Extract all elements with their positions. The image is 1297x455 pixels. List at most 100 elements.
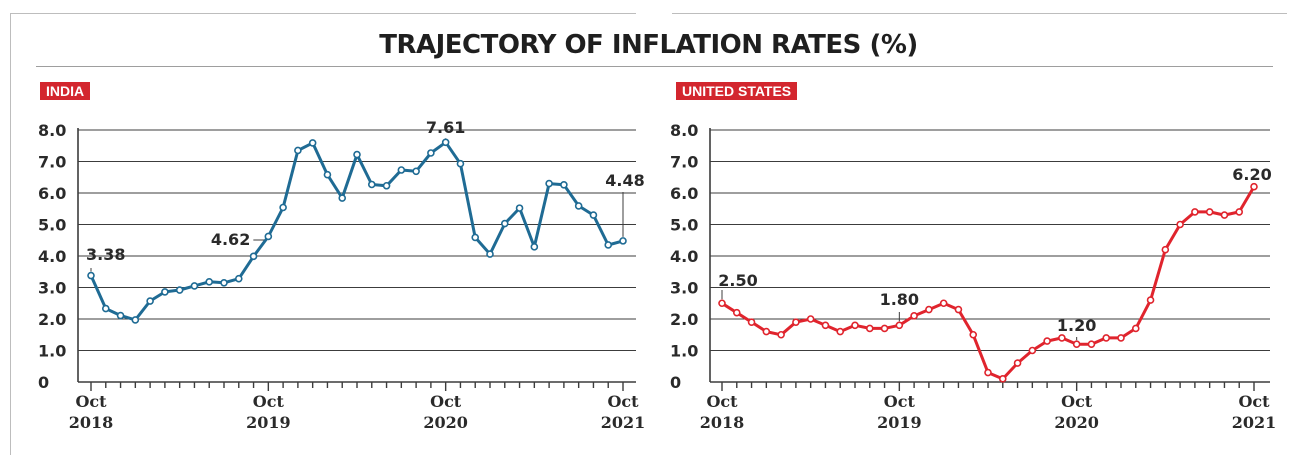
us-data-point xyxy=(762,327,771,336)
india-data-point xyxy=(427,149,435,157)
india-data-point xyxy=(545,179,553,188)
us-data-point xyxy=(777,330,785,339)
us-y-tick-label: 3.0 xyxy=(670,279,698,298)
india-data-point xyxy=(500,219,509,228)
frame-left-border xyxy=(10,13,11,455)
us-data-point xyxy=(1131,324,1140,333)
us-data-point xyxy=(1250,182,1258,191)
us-x-tick-year: 2019 xyxy=(877,413,922,432)
india-data-point xyxy=(530,243,539,251)
us-data-point xyxy=(954,305,963,314)
india-data-point xyxy=(205,278,214,286)
us-data-point xyxy=(1043,337,1051,345)
india-data-point xyxy=(338,194,347,202)
india-data-point xyxy=(412,167,420,176)
us-data-point xyxy=(865,324,874,333)
us-data-point xyxy=(821,321,830,330)
india-data-point xyxy=(382,181,391,190)
us-x-tick-month: Oct xyxy=(706,392,738,411)
india-y-tick-label: 7.0 xyxy=(38,153,66,172)
india-y-tick-label: 0 xyxy=(38,373,49,392)
india-x-tick-month: Oct xyxy=(430,392,462,411)
india-data-point xyxy=(604,241,613,249)
us-annotation-label: 6.20 xyxy=(1232,165,1271,184)
us-panel-label: UNITED STATES xyxy=(676,82,798,100)
india-data-point xyxy=(515,204,524,212)
india-annotation-label: 4.48 xyxy=(605,171,644,190)
india-data-point xyxy=(249,252,258,261)
us-data-point xyxy=(984,368,992,377)
india-data-point xyxy=(397,166,406,174)
us-annotation-label: 1.80 xyxy=(880,290,919,309)
us-x-tick-year: 2021 xyxy=(1232,413,1277,432)
us-data-point xyxy=(925,305,933,314)
india-data-point xyxy=(161,288,169,296)
india-data-point xyxy=(589,211,598,219)
us-data-point xyxy=(1058,334,1066,342)
india-annotation-label: 4.62 xyxy=(211,230,250,249)
us-data-point xyxy=(1013,359,1022,367)
us-data-point xyxy=(1087,340,1096,349)
india-y-tick-label: 2.0 xyxy=(38,310,66,329)
us-data-point xyxy=(1161,245,1170,254)
india-data-point xyxy=(264,232,273,241)
india-data-point xyxy=(234,274,243,283)
us-data-point xyxy=(1205,208,1214,216)
india-data-point xyxy=(441,138,450,147)
us-data-point xyxy=(1028,346,1037,355)
india-x-tick-month: Oct xyxy=(607,392,639,411)
india-data-point xyxy=(146,297,154,305)
us-y-tick-label: 4.0 xyxy=(670,247,698,266)
us-y-tick-label: 7.0 xyxy=(670,153,698,172)
india-data-point xyxy=(131,316,140,324)
us-data-point xyxy=(732,308,741,317)
us-data-point xyxy=(747,318,756,326)
us-data-point xyxy=(851,321,859,330)
us-annotation-label: 2.50 xyxy=(718,271,757,290)
india-data-point xyxy=(456,159,465,168)
india-y-tick-label: 8.0 xyxy=(38,121,66,140)
india-x-tick-month: Oct xyxy=(253,392,285,411)
us-data-point xyxy=(910,312,918,320)
india-y-tick-label: 3.0 xyxy=(38,279,66,298)
us-data-point xyxy=(1146,296,1155,304)
india-data-point xyxy=(367,180,376,189)
india-data-point xyxy=(101,304,110,313)
india-data-point xyxy=(87,271,95,280)
india-data-point xyxy=(353,150,361,159)
india-data-point xyxy=(574,202,583,210)
india-data-point xyxy=(116,311,125,320)
india-x-tick-year: 2019 xyxy=(246,413,291,432)
india-x-tick-year: 2020 xyxy=(423,413,468,432)
india-panel-label: INDIA xyxy=(40,82,91,100)
us-y-tick-label: 6.0 xyxy=(670,184,698,203)
india-x-tick-year: 2018 xyxy=(69,413,114,432)
us-data-point xyxy=(998,375,1007,383)
us-y-tick-label: 8.0 xyxy=(670,121,698,140)
us-data-point xyxy=(939,299,948,308)
us-x-tick-month: Oct xyxy=(884,392,916,411)
us-y-tick-label: 5.0 xyxy=(670,216,698,235)
us-data-point xyxy=(1176,220,1184,229)
us-data-point xyxy=(1102,334,1111,342)
us-x-tick-year: 2020 xyxy=(1054,413,1099,432)
us-y-tick-label: 2.0 xyxy=(670,310,698,329)
us-x-tick-year: 2018 xyxy=(700,413,745,432)
us-x-tick-month: Oct xyxy=(1238,392,1270,411)
india-y-tick-label: 1.0 xyxy=(38,342,66,361)
india-y-tick-label: 5.0 xyxy=(38,216,66,235)
india-data-point xyxy=(560,181,568,189)
us-data-point xyxy=(1235,208,1244,216)
us-data-point xyxy=(1072,340,1081,349)
us-data-point xyxy=(880,324,889,333)
us-data-point xyxy=(836,327,845,336)
india-x-tick-year: 2021 xyxy=(601,413,646,432)
india-data-point xyxy=(279,203,287,212)
us-annotation-label: 1.20 xyxy=(1057,316,1096,335)
india-annotation-label: 3.38 xyxy=(86,245,125,264)
us-data-point xyxy=(1191,208,1199,216)
india-y-tick-label: 6.0 xyxy=(38,184,66,203)
title-rule xyxy=(36,66,1273,67)
us-data-point xyxy=(718,299,726,308)
